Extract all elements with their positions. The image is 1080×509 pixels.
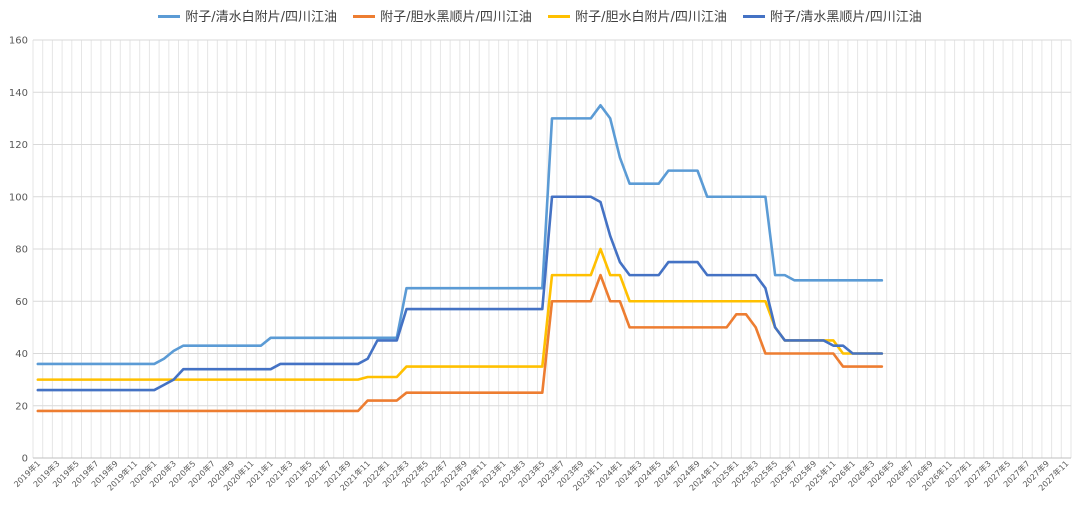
y-tick-label: 40 [15, 349, 28, 360]
legend-swatch-2 [548, 15, 571, 18]
chart-grid [32, 39, 1072, 459]
y-tick-label: 160 [9, 36, 28, 47]
legend-swatch-3 [742, 15, 765, 18]
y-tick-label: 140 [9, 88, 28, 99]
legend-item-1: 附子/胆水黑顺片/四川江油 [353, 6, 532, 25]
legend-item-3: 附子/清水黑顺片/四川江油 [742, 6, 922, 25]
legend-item-2: 附子/胆水白附片/四川江油 [548, 6, 727, 25]
legend-label-1: 附子/胆水黑顺片/四川江油 [380, 10, 532, 25]
legend-item-0: 附子/清水白附片/四川江油 [158, 6, 337, 25]
y-tick-label: 60 [15, 297, 28, 308]
legend-swatch-1 [353, 15, 376, 18]
y-tick-label: 0 [22, 454, 28, 465]
legend-swatch-0 [158, 15, 181, 18]
legend-label-2: 附子/胆水白附片/四川江油 [575, 10, 727, 25]
y-tick-label: 100 [9, 192, 28, 203]
series-line-0 [36, 104, 884, 366]
legend-label-3: 附子/清水黑顺片/四川江油 [769, 10, 922, 25]
chart-legend: 附子/清水白附片/四川江油 附子/胆水黑顺片/四川江油 附子/胆水白附片/四川江… [0, 6, 1080, 25]
y-tick-label: 120 [9, 140, 28, 151]
series-line-1 [36, 273, 884, 413]
chart-series [36, 104, 884, 413]
y-tick-label: 20 [15, 401, 28, 412]
legend-label-0: 附子/清水白附片/四川江油 [185, 10, 338, 25]
y-tick-label: 80 [15, 245, 28, 256]
series-line-3 [36, 195, 884, 392]
chart-axes: 0204060801001201401602019年12019年32019年52… [9, 36, 1071, 493]
